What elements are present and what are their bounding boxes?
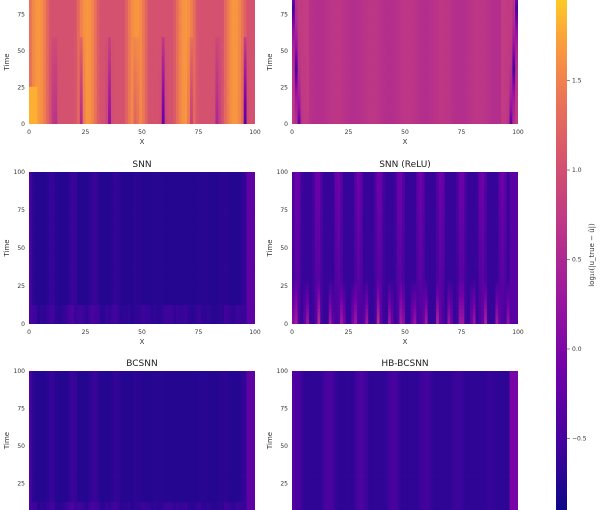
x-tick-label: 0 [290,329,294,336]
y-axis-label: Time [266,239,274,257]
y-tick-label: 75 [17,207,25,214]
y-tick-label: 100 [14,368,26,375]
x-tick-label: 100 [512,329,524,336]
y-tick-label: 100 [277,169,289,176]
heatmap-panel: HB-BCSNN 25 50 75 100 Time [266,359,518,510]
colorbar-label: log₁₀(|u_true − û|) [588,223,596,287]
y-tick-label: 50 [280,48,288,55]
panel-title: HB-BCSNN [381,359,428,369]
x-tick-label: 100 [249,129,261,136]
x-tick-label: 25 [345,129,353,136]
x-tick-label: 75 [458,329,466,336]
heatmap-image [292,172,518,324]
y-tick-label: 50 [17,443,25,450]
heatmap-panel: SNN (ReLU) 0 25 50 75 100 0 25 50 75 100 X Time [266,160,524,346]
y-axis-label: Time [3,53,11,71]
x-tick-label: 25 [82,329,90,336]
y-tick-label: 25 [17,481,25,488]
y-tick-label: 0 [284,121,288,128]
heatmap-panel: 0 25 50 75 0 25 50 75 100 X Time [3,0,261,146]
y-tick-label: 0 [21,321,25,328]
x-tick-label: 50 [138,329,146,336]
x-tick-label: 25 [82,129,90,136]
heatmap-panel: 0 25 50 75 0 25 50 75 100 X Time [266,0,524,146]
y-tick-label: 25 [17,283,25,290]
heatmap-image [29,172,255,324]
y-tick-label: 50 [17,245,25,252]
y-tick-label: 75 [17,12,25,19]
y-tick-label: 75 [17,406,25,413]
y-tick-label: 75 [280,12,288,19]
colorbar-tick-label: 0.5 [572,256,582,263]
y-tick-label: 75 [280,207,288,214]
y-tick-label: 25 [17,85,25,92]
y-tick-label: 50 [280,245,288,252]
y-tick-label: 50 [280,443,288,450]
x-tick-label: 0 [27,129,31,136]
y-tick-label: 50 [17,48,25,55]
x-axis-label: X [403,338,408,346]
y-axis-label: Time [266,432,274,450]
x-tick-label: 25 [345,329,353,336]
colorbar: 1.5 1.0 0.5 0.0 −0.5 log₁₀(|u_true − û|) [556,0,596,510]
x-tick-label: 75 [458,129,466,136]
colorbar-gradient [556,0,567,510]
y-axis-label: Time [3,432,11,450]
heatmap-image [29,0,255,124]
y-tick-label: 100 [277,368,289,375]
panel-title: SNN (ReLU) [379,160,431,170]
y-axis-label: Time [266,53,274,71]
heatmap-image [292,371,518,510]
colorbar-tick-label: −0.5 [572,435,587,442]
x-tick-label: 0 [290,129,294,136]
heatmap-panel: BCSNN 25 50 75 100 Time [3,359,255,510]
x-tick-label: 50 [401,129,409,136]
y-axis-label: Time [3,239,11,257]
colorbar-tick-label: 1.0 [572,167,582,174]
y-tick-label: 75 [280,406,288,413]
heatmap-panel: SNN 0 25 50 75 100 0 25 50 75 100 X Time [3,160,261,346]
y-tick-label: 25 [280,283,288,290]
colorbar-tick-label: 0.0 [572,346,582,353]
y-tick-label: 100 [14,169,26,176]
x-axis-label: X [140,138,145,146]
y-tick-label: 0 [284,321,288,328]
heatmap-panels: 0 25 50 75 0 25 50 75 100 X Time 0 25 50 75 0 25 50 75 100 X… [3,0,524,510]
y-tick-label: 25 [280,85,288,92]
heatmap-image [29,371,255,510]
x-tick-label: 100 [249,329,261,336]
heatmap-image [292,0,518,124]
x-tick-label: 75 [195,129,203,136]
x-tick-label: 50 [138,129,146,136]
x-tick-label: 50 [401,329,409,336]
y-tick-label: 25 [280,481,288,488]
colorbar-tick-label: 1.5 [572,78,582,85]
x-tick-label: 100 [512,129,524,136]
panel-title: BCSNN [126,359,157,369]
y-tick-label: 0 [21,121,25,128]
x-axis-label: X [403,138,408,146]
x-tick-label: 0 [27,329,31,336]
x-tick-label: 75 [195,329,203,336]
panel-title: SNN [132,160,151,170]
x-axis-label: X [140,338,145,346]
